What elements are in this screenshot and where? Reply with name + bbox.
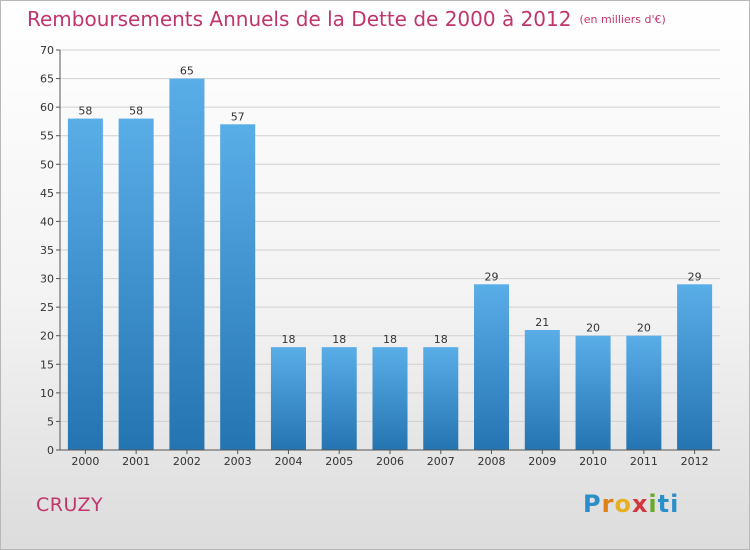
logo-letter: i (670, 490, 680, 518)
y-tick-label: 50 (40, 158, 54, 171)
logo-letter: o (614, 490, 632, 518)
x-tick-label: 2011 (630, 455, 658, 468)
data-label: 18 (434, 333, 448, 346)
commune-name: CRUZY (36, 494, 104, 516)
x-tick-label: 2001 (122, 455, 150, 468)
y-tick-label: 45 (40, 187, 54, 200)
data-label: 18 (281, 333, 295, 346)
bar (220, 124, 256, 451)
bar (169, 78, 205, 451)
x-tick-label: 2004 (274, 455, 302, 468)
x-tick-label: 2003 (224, 455, 252, 468)
data-label: 21 (535, 316, 549, 329)
x-tick-label: 2002 (173, 455, 201, 468)
data-label: 58 (129, 105, 143, 118)
y-tick-label: 0 (47, 444, 54, 457)
bar (626, 335, 662, 450)
logo-letter: r (601, 490, 615, 518)
bar (67, 118, 103, 451)
y-tick-label: 55 (40, 130, 54, 143)
data-label: 58 (78, 105, 92, 118)
logo-letter: i (648, 490, 658, 518)
bar (321, 347, 357, 450)
y-tick-label: 40 (40, 215, 54, 228)
proxiti-logo: Proxiti (583, 490, 679, 518)
data-label: 29 (688, 270, 702, 283)
y-tick-label: 60 (40, 101, 54, 114)
data-label: 20 (586, 322, 600, 335)
chart-title-text: Remboursements Annuels de la Dette de 20… (27, 7, 572, 31)
data-label: 65 (180, 65, 194, 78)
bar (677, 284, 713, 450)
y-tick-label: 25 (40, 301, 54, 314)
data-label: 18 (383, 333, 397, 346)
y-tick-label: 70 (40, 44, 54, 57)
data-label: 57 (231, 110, 245, 123)
logo-letter: P (583, 490, 602, 518)
x-tick-label: 2007 (427, 455, 455, 468)
x-tick-label: 2005 (325, 455, 353, 468)
y-tick-label: 5 (47, 415, 54, 428)
data-label: 18 (332, 333, 346, 346)
data-label: 29 (485, 270, 499, 283)
logo-letter: t (657, 490, 671, 518)
bar (524, 330, 560, 450)
x-tick-label: 2010 (579, 455, 607, 468)
data-labels: 58 58 65 57 18 18 18 18 29 21 20 20 29 (78, 65, 701, 347)
x-tick-label: 2009 (528, 455, 556, 468)
y-tick-label: 20 (40, 330, 54, 343)
x-tick-label: 2012 (681, 455, 709, 468)
x-tick-label: 2000 (71, 455, 99, 468)
chart-subtitle: (en milliers d'€) (579, 13, 666, 26)
y-tick-label: 10 (40, 387, 54, 400)
bar (423, 347, 459, 450)
y-tick-label: 35 (40, 244, 54, 257)
x-tick-label: 2006 (376, 455, 404, 468)
axes: 0 5 10 15 20 25 30 35 40 45 50 55 60 65 70 2000 2001 2002… (40, 44, 720, 468)
bar (474, 284, 510, 450)
bar (270, 347, 306, 450)
y-tick-label: 15 (40, 358, 54, 371)
bar (372, 347, 408, 450)
data-label: 20 (637, 322, 651, 335)
bar-series (67, 78, 713, 451)
chart-title: Remboursements Annuels de la Dette de 20… (27, 7, 666, 31)
logo-letter: x (631, 490, 649, 518)
x-tick-label: 2008 (478, 455, 506, 468)
y-tick-label: 30 (40, 273, 54, 286)
bar (575, 335, 611, 450)
y-tick-label: 65 (40, 73, 54, 86)
bar (118, 118, 154, 451)
